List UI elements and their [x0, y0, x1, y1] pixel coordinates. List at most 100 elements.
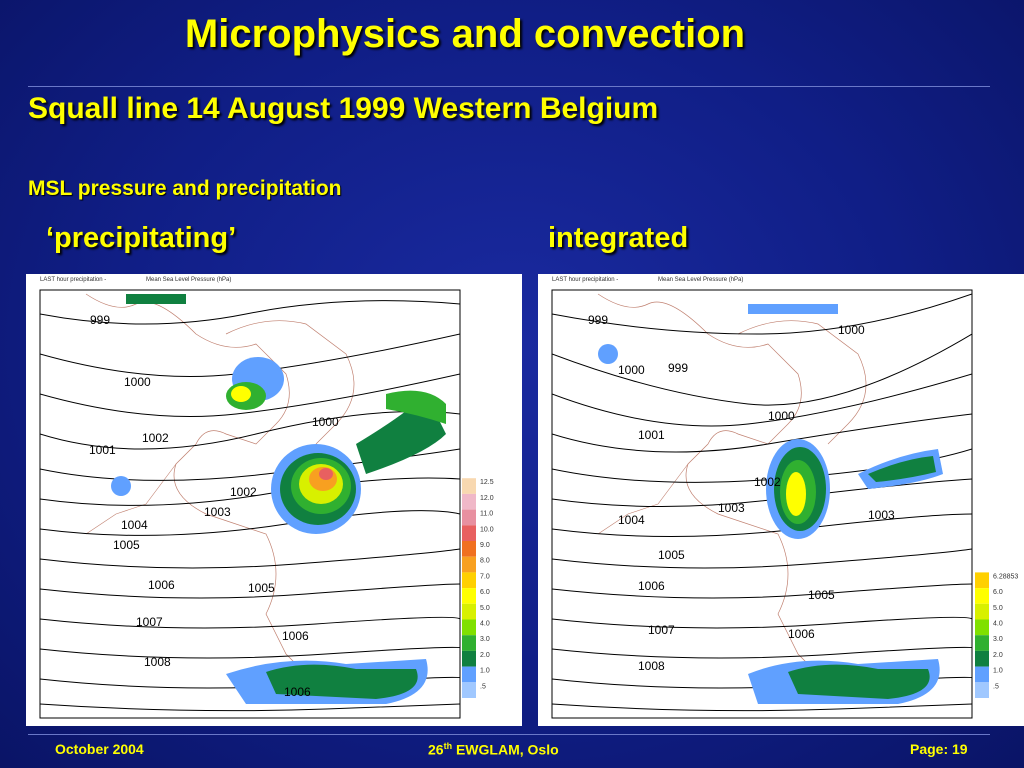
legend-label: 4.0	[993, 621, 1003, 628]
map-header-left: LAST hour precipitation -	[40, 277, 106, 283]
legend-swatch	[462, 666, 476, 683]
isobar-label: 1002	[230, 485, 257, 499]
isobar-label: 1001	[638, 428, 665, 442]
isobar-label: 999	[90, 313, 110, 327]
precipitation-field	[111, 294, 446, 704]
legend-label: 12.0	[480, 495, 494, 502]
legend-swatch	[462, 603, 476, 620]
isobar-label: 999	[588, 313, 608, 327]
legend-label: 8.0	[480, 558, 490, 565]
isobar-label: 1003	[204, 505, 231, 519]
isobar-label: 1004	[121, 518, 148, 532]
isobar-label: 1006	[284, 685, 311, 699]
legend-label: 3.0	[993, 636, 1003, 643]
legend-swatch	[462, 635, 476, 651]
legend-swatch	[975, 666, 989, 683]
legend-label: 11.0	[480, 511, 493, 518]
isobar-label: 1006	[788, 627, 815, 641]
isobar-label: 1005	[658, 548, 685, 562]
isobar-label: 1006	[148, 578, 175, 592]
isobar-label: 1002	[142, 431, 169, 445]
panel-label-integrated: integrated	[548, 222, 689, 254]
isobar-label: 1005	[808, 588, 835, 602]
isobar-label: 1006	[282, 629, 309, 643]
precip-legend: 6.28853 6.0 5.0 4.0 3.0 2.0 1.0 .5	[975, 572, 1018, 698]
legend-swatch	[462, 650, 476, 667]
map-header-right: Mean Sea Level Pressure (hPa)	[146, 277, 231, 283]
footer-conf-sup: th	[443, 741, 453, 751]
isobar-label: 1001	[89, 443, 116, 457]
legend-swatch	[462, 682, 476, 698]
legend-label: 5.0	[993, 605, 1003, 612]
isobar-label: 1006	[638, 579, 665, 593]
legend-swatch	[975, 588, 989, 604]
isobar-label: 1000	[312, 415, 339, 429]
isobar-label: 1005	[248, 581, 275, 595]
legend-swatch	[462, 588, 476, 604]
legend-swatch	[975, 650, 989, 667]
legend-label: 10.0	[480, 526, 494, 533]
isobar-label: 1003	[868, 508, 895, 522]
legend-label: 3.0	[480, 636, 490, 643]
border-line	[597, 463, 689, 535]
legend-label: 2.0	[480, 652, 490, 659]
legend-swatch	[462, 556, 476, 573]
map-integrated-figure: LAST hour precipitation - Mean Sea Level…	[551, 277, 1018, 719]
legend-label: .5	[480, 683, 486, 690]
legend-label: 1.0	[993, 668, 1003, 675]
legend-swatch	[462, 509, 476, 526]
map-integrated: LAST hour precipitation - Mean Sea Level…	[538, 274, 1024, 726]
legend-label: 6.28853	[993, 573, 1018, 580]
legend-label: 1.0	[480, 668, 490, 675]
legend-label: 6.0	[993, 589, 1003, 596]
legend-swatch	[462, 541, 476, 557]
legend-swatch	[462, 493, 476, 510]
isobar-label: 1000	[838, 323, 865, 337]
footer-conference: 26th EWGLAM, Oslo	[428, 741, 559, 758]
map-frame	[551, 289, 973, 719]
legend-swatch	[462, 478, 476, 494]
isobar-label: 1008	[144, 655, 171, 669]
isobar-label: 1000	[124, 375, 151, 389]
footer-date: October 2004	[55, 741, 144, 757]
coastline-2	[737, 320, 867, 445]
isobar-label: 1008	[638, 659, 665, 673]
coastline	[597, 293, 839, 695]
legend-label: 5.0	[480, 605, 490, 612]
footer-conf-suffix: EWGLAM, Oslo	[452, 741, 559, 758]
legend-label: 7.0	[480, 573, 490, 580]
isobar-label: 1000	[768, 409, 795, 423]
legend-swatch	[975, 572, 989, 589]
slide-subtitle: Squall line 14 August 1999 Western Belgi…	[28, 92, 659, 125]
isobar-label: 1003	[718, 501, 745, 515]
footer-page-number: Page: 19	[910, 741, 968, 757]
title-divider	[28, 86, 990, 87]
map-frame	[39, 289, 461, 719]
legend-label: 4.0	[480, 621, 490, 628]
map-precipitating-figure: LAST hour precipitation - Mean Sea Level…	[39, 277, 494, 719]
footer-divider	[28, 734, 990, 735]
slide-title: Microphysics and convection	[184, 12, 746, 56]
legend-swatch	[462, 619, 476, 636]
legend-label: 2.0	[993, 652, 1003, 659]
precip-legend: 12.5 12.0 11.0 10.0 9.0 8.0 7.0 6.0 5.0 4.0 3.0 2.0…	[462, 478, 494, 698]
legend-label: 6.0	[480, 589, 490, 596]
legend-swatch	[975, 603, 989, 620]
border-line	[85, 463, 177, 535]
slide-caption: MSL pressure and precipitation	[28, 177, 342, 200]
coastline-2	[225, 320, 355, 445]
legend-swatch	[975, 619, 989, 636]
footer-conf-prefix: 26	[428, 741, 444, 758]
isobar-label: 999	[668, 361, 688, 375]
legend-swatch	[462, 525, 476, 541]
panel-label-precipitating: ‘precipitating’	[46, 222, 237, 254]
isobar-label: 1007	[648, 623, 675, 637]
precipitation-field	[598, 304, 943, 704]
isobar-label: 1007	[136, 615, 163, 629]
isobar-labels: 999 1000 1002 1001 1002 1003 1004 1005 1…	[89, 313, 339, 699]
legend-label: 9.0	[480, 542, 490, 549]
isobar-label: 1000	[618, 363, 645, 377]
map-header-left: LAST hour precipitation -	[552, 277, 618, 283]
map-precipitating: LAST hour precipitation - Mean Sea Level…	[26, 274, 522, 726]
legend-label: 12.5	[480, 479, 494, 486]
